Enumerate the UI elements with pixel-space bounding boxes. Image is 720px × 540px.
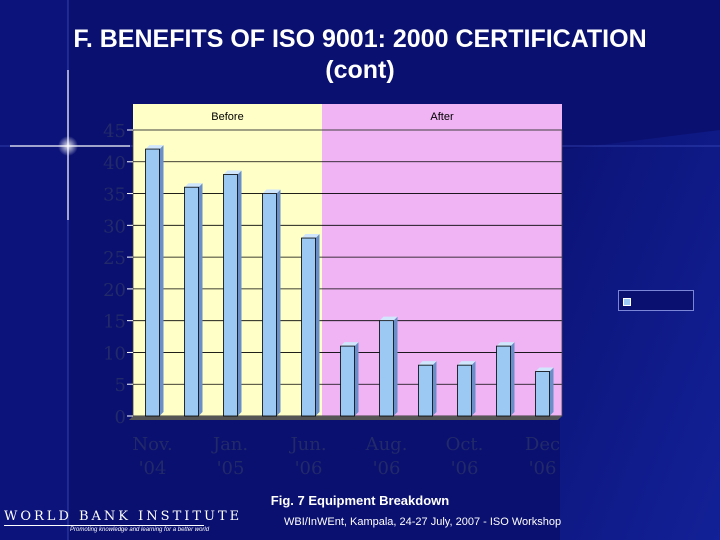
y-tick-label: 0 bbox=[115, 407, 126, 428]
region-label-before: Before bbox=[211, 111, 243, 123]
bar-top bbox=[457, 361, 476, 366]
y-tick-label: 20 bbox=[103, 280, 126, 301]
bar bbox=[145, 148, 160, 417]
footer-text: WBI/InWEnt, Kampala, 24-27 July, 2007 - … bbox=[284, 516, 562, 528]
x-tick-label: Jan. bbox=[211, 434, 248, 455]
bar-top bbox=[496, 342, 515, 347]
bar bbox=[418, 364, 433, 417]
x-tick-label: Aug. bbox=[365, 434, 408, 455]
y-tick-label: 10 bbox=[103, 343, 126, 364]
x-tick-label: '05 bbox=[217, 458, 245, 479]
bar-top bbox=[535, 367, 554, 372]
bar-side bbox=[432, 361, 437, 416]
x-tick-label: Nov. bbox=[132, 434, 172, 455]
bar-top bbox=[379, 316, 398, 321]
bar bbox=[457, 364, 472, 417]
bar-top bbox=[262, 189, 281, 194]
y-tick-label: 5 bbox=[115, 375, 126, 396]
x-tick-label: Jun. bbox=[288, 434, 326, 455]
world-bank-institute-logo: WORLD BANK INSTITUTE Promoting knowledge… bbox=[0, 506, 239, 540]
star-flare-icon bbox=[10, 70, 130, 220]
bar bbox=[223, 174, 238, 417]
y-tick-label: 30 bbox=[103, 216, 126, 237]
bar-top bbox=[340, 342, 359, 347]
bar bbox=[535, 371, 550, 417]
bar bbox=[379, 320, 394, 417]
y-tick-label: 40 bbox=[103, 153, 126, 174]
y-tick-label: 25 bbox=[103, 248, 126, 269]
bar bbox=[262, 193, 277, 417]
x-tick-label: Dec bbox=[525, 434, 560, 455]
x-tick-label: Oct. bbox=[446, 434, 484, 455]
y-tick-label: 15 bbox=[103, 312, 126, 333]
bar-side bbox=[354, 342, 359, 416]
y-tick-label: 35 bbox=[103, 185, 126, 206]
x-tick-label: '06 bbox=[529, 458, 557, 479]
bar bbox=[301, 237, 316, 417]
bar-top bbox=[418, 361, 437, 366]
y-tick-label: 45 bbox=[103, 121, 126, 142]
bar-side bbox=[159, 145, 164, 417]
slide-title-line-1: F. BENEFITS OF ISO 9001: 2000 CERTIFICAT… bbox=[73, 25, 647, 53]
x-tick-label: '06 bbox=[295, 458, 323, 479]
x-tick-label: '04 bbox=[139, 458, 167, 479]
bar-side bbox=[237, 170, 242, 416]
plot-floor bbox=[129, 416, 562, 420]
bar bbox=[184, 186, 199, 417]
bar-top bbox=[223, 170, 242, 175]
logo-tagline: Promoting knowledge and learning for a b… bbox=[70, 527, 210, 533]
region-after bbox=[322, 104, 562, 416]
bar bbox=[340, 345, 355, 417]
bar-side bbox=[393, 316, 398, 416]
legend-marker bbox=[623, 298, 631, 306]
bar-side bbox=[315, 234, 320, 416]
region-label-after: After bbox=[430, 111, 454, 123]
logo-name: WORLD BANK INSTITUTE bbox=[4, 509, 243, 524]
bar-top bbox=[145, 145, 164, 150]
bar-top bbox=[301, 234, 320, 239]
bar-side bbox=[471, 361, 476, 416]
chart-legend bbox=[618, 290, 694, 311]
bar-side bbox=[510, 342, 515, 416]
logo-divider bbox=[4, 525, 204, 526]
bar-side bbox=[276, 189, 281, 416]
slide-title: F. BENEFITS OF ISO 9001: 2000 CERTIFICAT… bbox=[0, 24, 720, 86]
x-tick-label: '06 bbox=[451, 458, 479, 479]
slide-title-line-2: (cont) bbox=[325, 56, 395, 84]
bar-side bbox=[198, 183, 203, 416]
x-tick-label: '06 bbox=[373, 458, 401, 479]
figure-caption: Fig. 7 Equipment Breakdown bbox=[270, 493, 450, 508]
bar-top bbox=[184, 183, 203, 188]
bar bbox=[496, 345, 511, 417]
bar-side bbox=[549, 367, 554, 416]
